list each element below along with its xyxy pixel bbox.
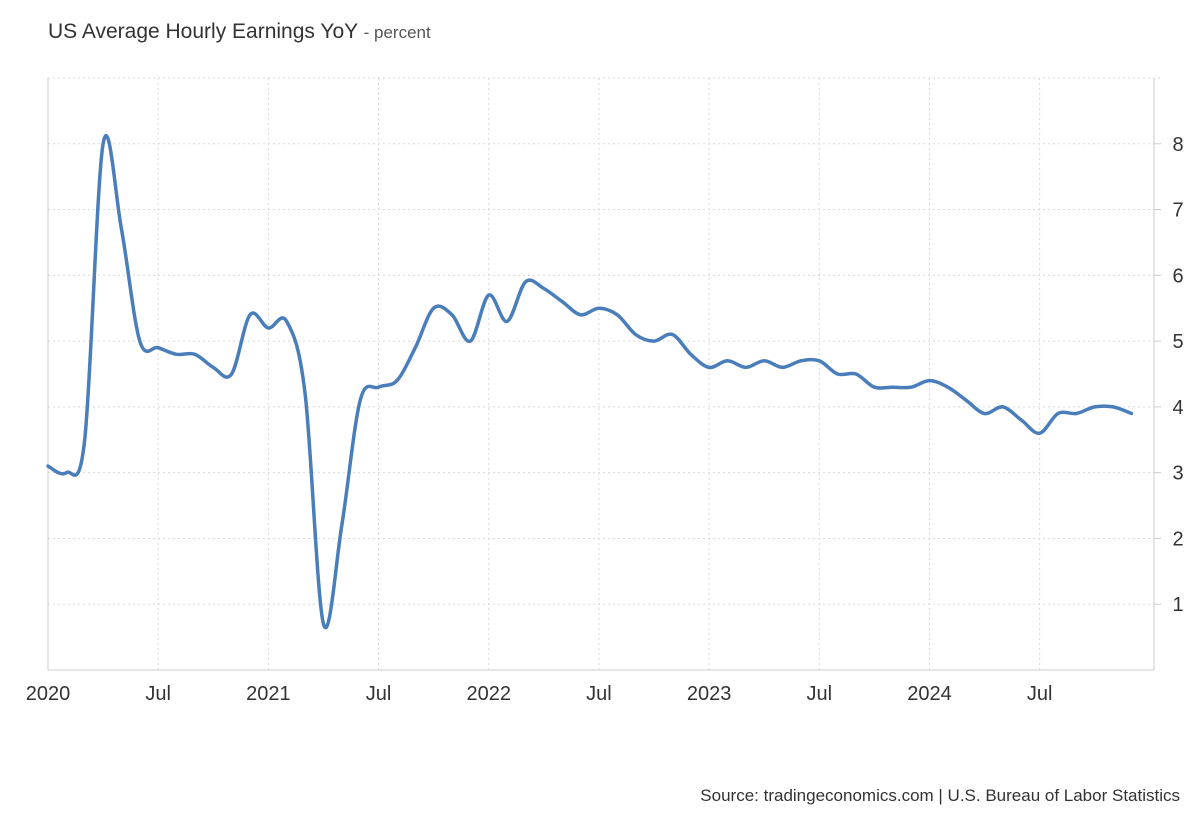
x-tick-label: Jul <box>145 683 171 705</box>
y-tick-label: 5 <box>1172 331 1183 353</box>
chart-subtitle: - percent <box>363 23 431 42</box>
grid-lines <box>48 77 1161 670</box>
y-tick-label: 8 <box>1172 134 1183 156</box>
x-tick-label: 2021 <box>246 683 291 705</box>
series-line <box>46 133 1134 630</box>
series-layer <box>46 133 1134 630</box>
y-tick-label: 1 <box>1172 594 1183 616</box>
x-tick-label: 2023 <box>687 683 732 705</box>
y-tick-label: 4 <box>1172 397 1183 419</box>
chart-title: US Average Hourly Earnings YoY - percent <box>48 20 431 44</box>
x-tick-label: 2024 <box>907 683 952 705</box>
x-tick-label: Jul <box>806 683 832 705</box>
tick-labels: 1 2 3 4 5 6 7 8 2020 Jul 2021 Jul 2022 Jul 2023 Jul 2024… <box>26 134 1184 705</box>
source-note: Source: tradingeconomics.com | U.S. Bure… <box>700 786 1180 805</box>
chart-title-text: US Average Hourly Earnings YoY <box>48 20 358 43</box>
y-tick-label: 7 <box>1172 200 1183 222</box>
y-tick-label: 6 <box>1172 265 1183 287</box>
y-tick-label: 3 <box>1172 463 1183 485</box>
x-tick-label: 2020 <box>26 683 71 705</box>
y-tick-label: 2 <box>1172 528 1183 550</box>
x-tick-label: Jul <box>1027 683 1053 705</box>
x-tick-label: Jul <box>586 683 612 705</box>
axes <box>47 78 1161 671</box>
x-tick-label: 2022 <box>466 683 511 705</box>
x-tick-label: Jul <box>366 683 392 705</box>
